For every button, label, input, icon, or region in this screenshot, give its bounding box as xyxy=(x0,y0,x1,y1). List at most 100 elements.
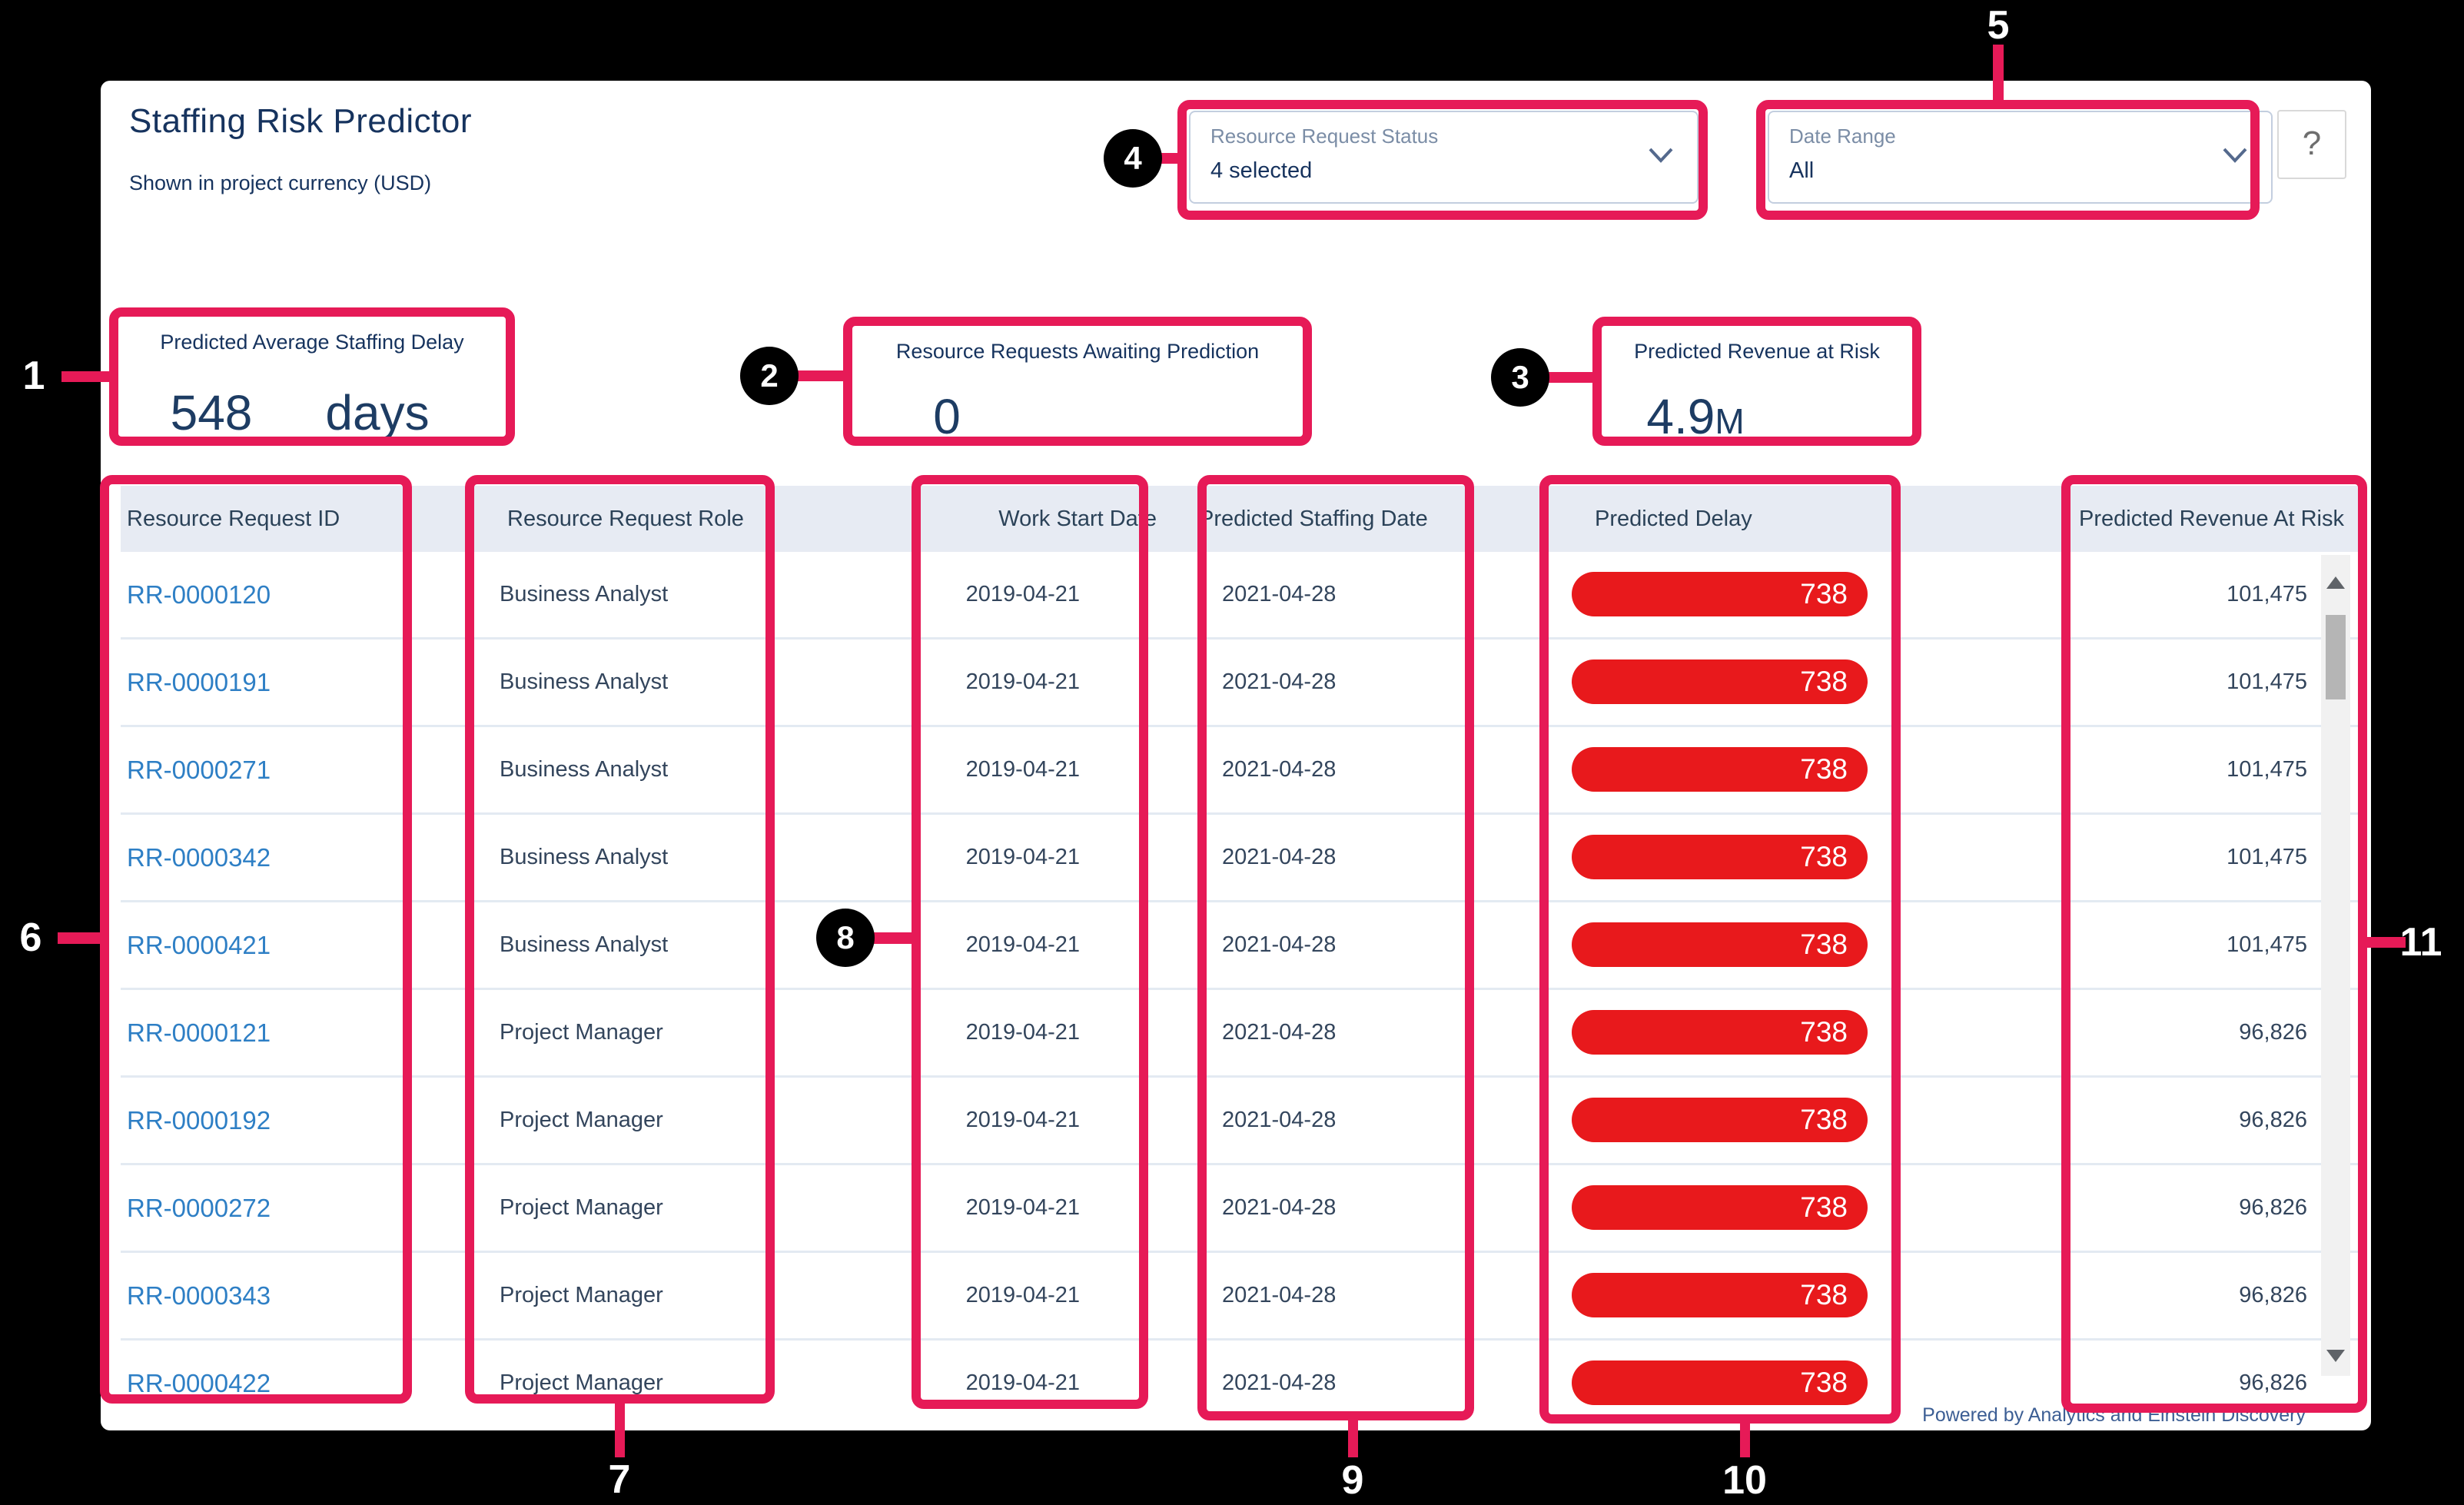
predicted-delay-value: 738 xyxy=(1800,578,1848,610)
dropdown-value: All xyxy=(1789,158,1815,183)
resource-request-role-cell: Business Analyst xyxy=(500,582,669,606)
resource-request-role-cell: Project Manager xyxy=(500,1108,663,1132)
staffing-risk-predictor-panel: Staffing Risk Predictor Shown in project… xyxy=(101,81,2371,1430)
resource-request-role-cell: Project Manager xyxy=(500,1195,663,1220)
resource-request-id-link[interactable]: RR-0000343 xyxy=(127,1281,271,1310)
resource-request-id-link[interactable]: RR-0000120 xyxy=(127,580,271,609)
predicted-delay-value: 738 xyxy=(1800,1016,1848,1048)
kpi-revenue-at-risk-value: 4.9M xyxy=(1646,389,1745,444)
resource-request-id-link[interactable]: RR-0000421 xyxy=(127,931,271,959)
scrollbar-up-arrow-icon[interactable] xyxy=(2326,576,2345,589)
predicted-staffing-date-cell: 2021-04-28 xyxy=(1222,1020,1337,1045)
predicted-delay-value: 738 xyxy=(1800,753,1848,785)
predicted-staffing-date-cell: 2021-04-28 xyxy=(1222,932,1337,957)
table-scrollbar[interactable] xyxy=(2321,555,2350,1376)
predicted-staffing-date-cell: 2021-04-28 xyxy=(1222,669,1337,694)
scrollbar-thumb[interactable] xyxy=(2326,615,2346,699)
table-row: RR-0000342 Business Analyst 2019-04-21 2… xyxy=(121,815,2361,902)
work-start-date-cell: 2019-04-21 xyxy=(965,1108,1080,1132)
table-row: RR-0000422 Project Manager 2019-04-21 20… xyxy=(121,1341,2361,1428)
predicted-delay-pill: 738 xyxy=(1572,1098,1868,1142)
col-header-predicted-staffing-date: Predicted Staffing Date xyxy=(1199,507,1428,531)
predicted-delay-value: 738 xyxy=(1800,1367,1848,1398)
dropdown-label: Date Range xyxy=(1789,125,1896,148)
predicted-staffing-date-cell: 2021-04-28 xyxy=(1222,1108,1337,1132)
predicted-staffing-date-cell: 2021-04-28 xyxy=(1222,845,1337,869)
predicted-delay-value: 738 xyxy=(1800,841,1848,872)
predicted-staffing-date-cell: 2021-04-28 xyxy=(1222,582,1337,606)
annotation-number-1: 1 xyxy=(22,354,45,398)
kpi-awaiting-prediction-value: 0 xyxy=(933,389,961,444)
table-row: RR-0000191 Business Analyst 2019-04-21 2… xyxy=(121,640,2361,727)
predicted-staffing-date-cell: 2021-04-28 xyxy=(1222,1283,1337,1307)
currency-note: Shown in project currency (USD) xyxy=(129,171,432,194)
resource-request-id-link[interactable]: RR-0000342 xyxy=(127,843,271,872)
work-start-date-cell: 2019-04-21 xyxy=(965,582,1080,606)
chevron-down-icon xyxy=(1649,148,1673,163)
predicted-revenue-at-risk-cell: 101,475 xyxy=(2227,582,2307,606)
table-row: RR-0000192 Project Manager 2019-04-21 20… xyxy=(121,1078,2361,1165)
annotation-number-9: 9 xyxy=(1341,1458,1364,1503)
resource-request-status-dropdown[interactable]: Resource Request Status 4 selected xyxy=(1189,111,1699,204)
annotation-line-6 xyxy=(58,932,102,944)
work-start-date-cell: 2019-04-21 xyxy=(965,1370,1080,1395)
dropdown-label: Resource Request Status xyxy=(1210,125,1439,148)
col-header-resource-request-role: Resource Request Role xyxy=(507,507,744,531)
predicted-delay-pill: 738 xyxy=(1572,835,1868,879)
dropdown-value: 4 selected xyxy=(1210,158,1313,183)
resource-request-id-link[interactable]: RR-0000271 xyxy=(127,756,271,784)
resource-request-id-link[interactable]: RR-0000272 xyxy=(127,1194,271,1222)
work-start-date-cell: 2019-04-21 xyxy=(965,845,1080,869)
annotation-number-11: 11 xyxy=(2399,920,2442,965)
predicted-staffing-date-cell: 2021-04-28 xyxy=(1222,757,1337,782)
annotation-line-11 xyxy=(2366,937,2406,948)
scrollbar-down-arrow-icon[interactable] xyxy=(2326,1350,2345,1362)
predicted-delay-pill: 738 xyxy=(1572,922,1868,967)
col-header-resource-request-id: Resource Request ID xyxy=(127,507,340,531)
powered-by-note: Powered by Analytics and Einstein Discov… xyxy=(1922,1404,2306,1426)
predicted-delay-pill: 738 xyxy=(1572,1360,1868,1405)
table-row: RR-0000120 Business Analyst 2019-04-21 2… xyxy=(121,552,2361,640)
predicted-revenue-at-risk-cell: 96,826 xyxy=(2239,1108,2307,1132)
predicted-delay-value: 738 xyxy=(1800,929,1848,960)
predicted-delay-pill: 738 xyxy=(1572,747,1868,792)
resource-request-role-cell: Project Manager xyxy=(500,1020,663,1045)
work-start-date-cell: 2019-04-21 xyxy=(965,932,1080,957)
kpi-staffing-delay-label: Predicted Average Staffing Delay xyxy=(160,331,464,354)
annotation-number-6: 6 xyxy=(19,915,42,960)
work-start-date-cell: 2019-04-21 xyxy=(965,757,1080,782)
resource-request-role-cell: Business Analyst xyxy=(500,932,669,957)
table-body: RR-0000120 Business Analyst 2019-04-21 2… xyxy=(121,552,2361,1428)
predicted-delay-value: 738 xyxy=(1800,1104,1848,1135)
chevron-down-icon xyxy=(2223,148,2247,163)
resource-request-id-link[interactable]: RR-0000121 xyxy=(127,1018,271,1047)
predicted-staffing-date-cell: 2021-04-28 xyxy=(1222,1370,1337,1395)
resource-request-id-link[interactable]: RR-0000191 xyxy=(127,668,271,696)
page-title: Staffing Risk Predictor xyxy=(129,102,472,140)
date-range-dropdown[interactable]: Date Range All xyxy=(1768,111,2273,204)
kpi-revenue-unit: M xyxy=(1715,401,1745,441)
resource-request-id-link[interactable]: RR-0000422 xyxy=(127,1369,271,1397)
predicted-revenue-at-risk-cell: 96,826 xyxy=(2239,1020,2307,1045)
predicted-revenue-at-risk-cell: 101,475 xyxy=(2227,757,2307,782)
work-start-date-cell: 2019-04-21 xyxy=(965,1020,1080,1045)
kpi-awaiting-prediction-label: Resource Requests Awaiting Prediction xyxy=(895,340,1260,363)
resource-request-role-cell: Business Analyst xyxy=(500,845,669,869)
predicted-delay-pill: 738 xyxy=(1572,659,1868,704)
predicted-delay-value: 738 xyxy=(1800,1279,1848,1311)
predicted-delay-value: 738 xyxy=(1800,666,1848,697)
predicted-revenue-at-risk-cell: 101,475 xyxy=(2227,669,2307,694)
predicted-revenue-at-risk-cell: 96,826 xyxy=(2239,1370,2307,1395)
predicted-delay-pill: 738 xyxy=(1572,1273,1868,1317)
resource-request-role-cell: Project Manager xyxy=(500,1370,663,1395)
predicted-delay-value: 738 xyxy=(1800,1191,1848,1223)
table-row: RR-0000421 Business Analyst 2019-04-21 2… xyxy=(121,902,2361,990)
resource-request-role-cell: Business Analyst xyxy=(500,757,669,782)
predicted-staffing-date-cell: 2021-04-28 xyxy=(1222,1195,1337,1220)
help-button[interactable]: ? xyxy=(2277,110,2346,179)
col-header-predicted-delay: Predicted Delay xyxy=(1595,507,1752,531)
predictions-table: Resource Request ID Resource Request Rol… xyxy=(121,486,2361,1428)
resource-request-id-link[interactable]: RR-0000192 xyxy=(127,1106,271,1135)
work-start-date-cell: 2019-04-21 xyxy=(965,1283,1080,1307)
